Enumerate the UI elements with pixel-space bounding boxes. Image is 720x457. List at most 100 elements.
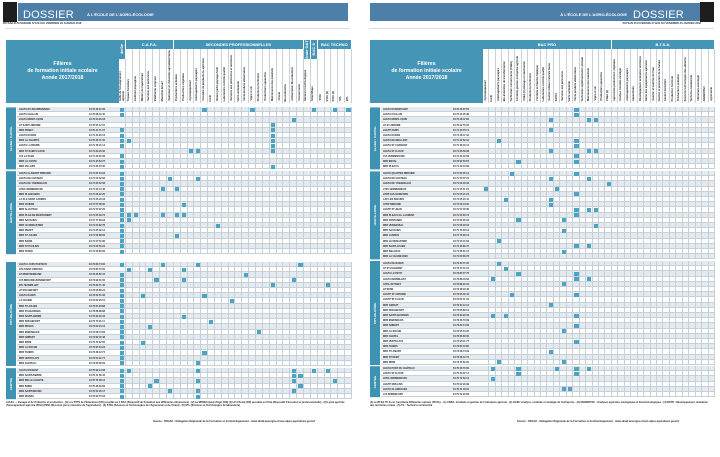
table-cell bbox=[174, 122, 181, 128]
table-cell bbox=[311, 148, 318, 154]
table-cell bbox=[126, 197, 133, 203]
offered-mark bbox=[574, 159, 579, 164]
table-cell bbox=[270, 181, 277, 187]
column-group-header: C.A.P.A. bbox=[125, 40, 174, 49]
column-label: Aquaculture bbox=[632, 85, 636, 101]
column-header: Productions aquacoles bbox=[262, 49, 270, 103]
table-cell bbox=[297, 138, 305, 144]
table-cell bbox=[256, 107, 263, 113]
table-cell bbox=[311, 117, 318, 123]
offered-mark bbox=[161, 262, 166, 267]
table-cell bbox=[331, 117, 339, 123]
table-cell bbox=[338, 191, 346, 197]
table-cell bbox=[153, 223, 161, 229]
table-cell bbox=[290, 143, 298, 149]
column-label: Technicien conseil vente (CGEA) bbox=[509, 60, 513, 101]
table-cell bbox=[222, 360, 229, 366]
table-cell bbox=[167, 223, 174, 229]
school-name: MFR GERZAT bbox=[383, 303, 399, 307]
offered-mark bbox=[593, 117, 598, 122]
school-phone: 04 71 75 03 14 bbox=[453, 234, 469, 238]
table-cell bbox=[215, 122, 222, 128]
school-phone: 04 71 50 37 20 bbox=[89, 208, 105, 212]
table-cell bbox=[181, 394, 188, 400]
table-cell bbox=[236, 159, 243, 165]
table-cell bbox=[331, 223, 339, 229]
table-cell bbox=[167, 394, 174, 400]
table-cell bbox=[133, 207, 140, 213]
group-label: 4e/3e bbox=[119, 44, 125, 55]
column-header: BTL bbox=[345, 49, 352, 103]
table-cell bbox=[229, 249, 236, 255]
table-cell bbox=[194, 202, 202, 208]
table-cell bbox=[208, 217, 215, 223]
column-label: Productions animales bbox=[174, 74, 178, 101]
school-name: MFR BORD bbox=[19, 384, 32, 388]
table-cell bbox=[229, 181, 236, 187]
region-label: ALLIER / CANTAL bbox=[370, 107, 380, 170]
table-cell bbox=[215, 143, 222, 149]
school-phone: 04 73 80 16 80 bbox=[453, 345, 469, 349]
table-cell bbox=[325, 171, 332, 177]
school-name: EPL MARMILHAT bbox=[19, 283, 39, 287]
column-label: Maintenance des matériels bbox=[270, 67, 274, 101]
table-cell bbox=[222, 112, 229, 118]
table-cell bbox=[208, 207, 215, 213]
table-cell bbox=[153, 197, 161, 203]
school-phone: 04 70 44 71 07 bbox=[89, 128, 105, 132]
table-cell bbox=[153, 143, 161, 149]
table-cell bbox=[256, 164, 263, 170]
table-cell bbox=[194, 360, 202, 366]
table-cell bbox=[249, 394, 257, 400]
school-phone: 04 71 28 47 32 bbox=[453, 134, 469, 137]
table-cell bbox=[126, 394, 133, 400]
school-phone: 04 71 59 80 06 bbox=[89, 250, 105, 253]
table-cell bbox=[160, 197, 167, 203]
table-cell bbox=[146, 122, 154, 128]
table-cell bbox=[153, 217, 161, 223]
table-cell bbox=[304, 217, 311, 223]
table-cell bbox=[297, 223, 305, 229]
table-cell bbox=[119, 133, 126, 139]
table-cell bbox=[304, 191, 311, 197]
offered-mark bbox=[120, 262, 125, 267]
school-phone: 04 71 65 02 12 bbox=[89, 229, 105, 233]
table-cell bbox=[153, 122, 161, 128]
table-cell bbox=[133, 191, 140, 197]
offered-mark bbox=[548, 349, 553, 354]
table-cell bbox=[338, 176, 346, 182]
table-cell bbox=[318, 181, 325, 187]
table-cell bbox=[188, 249, 195, 255]
table-cell bbox=[188, 197, 195, 203]
table-cell bbox=[290, 133, 298, 139]
offered-mark bbox=[120, 181, 125, 186]
table-cell bbox=[174, 138, 181, 144]
table-cell bbox=[201, 164, 209, 170]
school-name: LP ROCHEFORT bbox=[19, 289, 38, 292]
table-cell bbox=[153, 153, 161, 159]
table-cell bbox=[263, 133, 270, 139]
school-name: MFR SAINT-PIERRE bbox=[19, 374, 42, 378]
offered-mark bbox=[120, 249, 125, 254]
table-cell bbox=[242, 153, 250, 159]
table-cell bbox=[263, 207, 270, 213]
table-cell bbox=[222, 153, 229, 159]
school-name: LEGTA CLAMART BRIOUDE bbox=[19, 172, 52, 175]
table-cell bbox=[181, 249, 188, 255]
table-cell bbox=[229, 127, 236, 133]
column-label: Sciences technologies des aliments bbox=[683, 56, 687, 101]
table-cell bbox=[133, 197, 140, 203]
column-label: Alimentation bio-industries bbox=[291, 67, 295, 101]
table-cell bbox=[297, 171, 305, 177]
school-name: LEGTA DE RAZES bbox=[383, 262, 404, 265]
table-cell bbox=[249, 107, 257, 113]
table-cell bbox=[194, 107, 202, 113]
table-cell bbox=[256, 112, 263, 118]
table-cell bbox=[236, 127, 243, 133]
offered-mark bbox=[120, 159, 125, 164]
school-name: MFR PLANCHERS bbox=[19, 192, 40, 196]
offered-mark bbox=[497, 360, 502, 365]
offered-mark bbox=[120, 207, 125, 212]
table-cell bbox=[167, 138, 174, 144]
school-phone: 04 71 65 20 18 bbox=[89, 198, 105, 201]
